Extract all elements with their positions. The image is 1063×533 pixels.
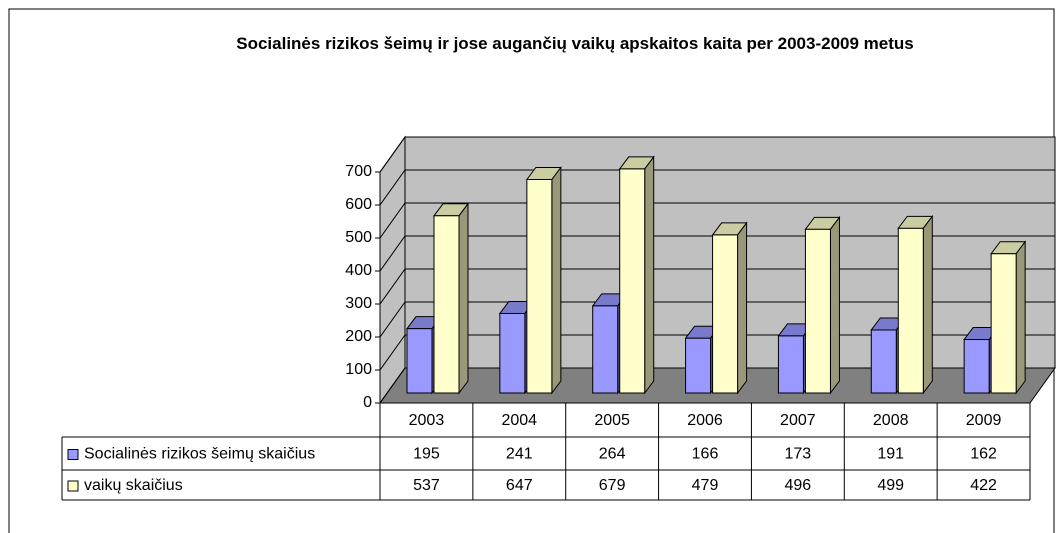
bar-front <box>990 253 1017 394</box>
chart-title: Socialinės rizikos šeimų ir jose auganči… <box>236 34 914 53</box>
bar-side <box>551 165 562 395</box>
y-tick-label: 600 <box>345 196 372 213</box>
x-tick-label: 2009 <box>966 412 1002 429</box>
bar-front <box>592 305 619 394</box>
bar-front <box>897 227 924 394</box>
x-tick-label: 2004 <box>501 412 537 429</box>
bar-front <box>963 339 990 394</box>
bar-front <box>777 335 804 394</box>
grid-line <box>379 169 1055 206</box>
table-value: 496 <box>785 477 812 494</box>
bar-side <box>829 215 840 395</box>
table-value: 241 <box>506 446 533 463</box>
bar-side <box>458 202 469 395</box>
bar-side <box>1015 240 1026 395</box>
bar-front <box>804 228 831 394</box>
y-tick-label: 100 <box>345 361 372 378</box>
x-tick-label: 2006 <box>687 412 723 429</box>
table-value: 647 <box>506 477 533 494</box>
y-tick-label: 400 <box>345 262 372 279</box>
x-tick-label: 2007 <box>780 412 816 429</box>
bar-front <box>406 328 433 394</box>
table-value: 537 <box>413 477 440 494</box>
bar-front <box>526 178 553 394</box>
x-tick-label: 2005 <box>594 412 630 429</box>
table-value: 679 <box>599 477 626 494</box>
y-tick-label: 200 <box>345 328 372 345</box>
bar-front <box>712 234 739 394</box>
y-tick-label: 0 <box>363 394 372 411</box>
table-value: 162 <box>970 446 997 463</box>
table-value: 166 <box>692 446 719 463</box>
table-value: 479 <box>692 477 719 494</box>
bar-front <box>499 312 526 394</box>
bar-side <box>922 214 933 395</box>
grid-line <box>379 202 1055 239</box>
grid-line <box>379 136 1055 173</box>
bar <box>897 214 934 395</box>
table-value: 191 <box>877 446 904 463</box>
y-tick-label: 700 <box>345 163 372 180</box>
y-tick-label: 500 <box>345 229 372 246</box>
bar-side <box>737 221 748 395</box>
legend-key <box>67 449 79 460</box>
table-value: 422 <box>970 477 997 494</box>
bar <box>433 202 469 395</box>
bar-front <box>619 168 646 394</box>
bar <box>618 155 655 395</box>
legend-key <box>67 480 79 492</box>
bar <box>525 165 562 395</box>
bar <box>711 221 748 395</box>
table-value: 195 <box>413 446 440 463</box>
bar-front <box>433 215 460 394</box>
bar-side <box>644 155 655 395</box>
x-tick-label: 2003 <box>409 412 445 429</box>
table-value: 173 <box>785 446 812 463</box>
table-value: 264 <box>599 446 626 463</box>
legend-label: Socialinės rizikos šeimų skaičius <box>84 446 315 463</box>
bar-front <box>685 337 712 394</box>
x-tick-label: 2008 <box>873 412 909 429</box>
table-value: 499 <box>877 477 904 494</box>
legend-label: vaikų skaičius <box>84 477 183 494</box>
side-wall <box>379 135 406 405</box>
bar <box>990 240 1027 395</box>
bar <box>804 215 841 395</box>
bar-front <box>870 329 897 394</box>
y-tick-label: 300 <box>345 295 372 312</box>
